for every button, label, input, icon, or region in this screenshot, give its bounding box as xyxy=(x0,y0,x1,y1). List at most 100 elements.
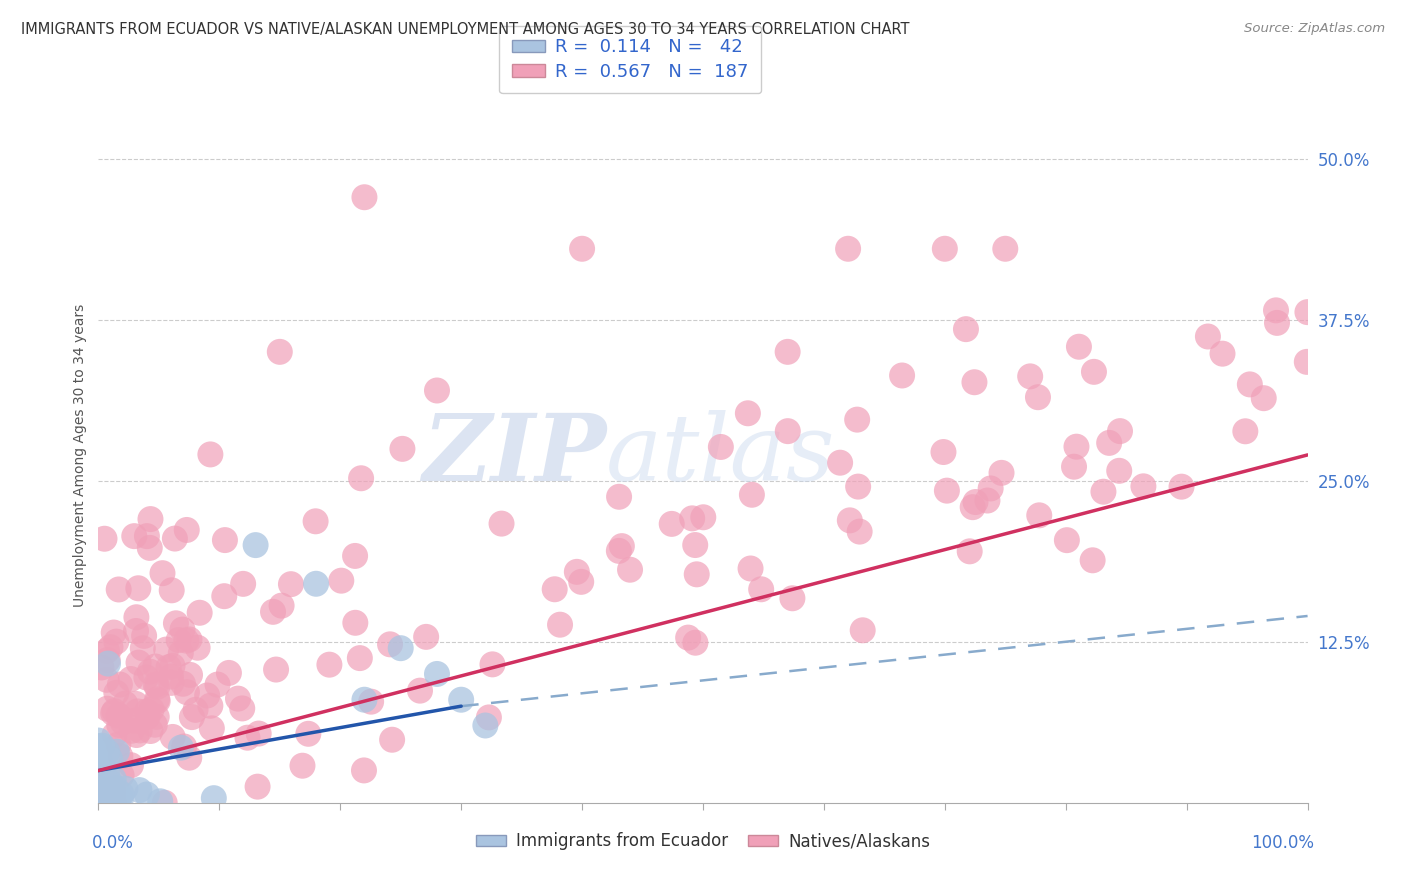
Point xyxy=(90,782,112,797)
Point xyxy=(200,447,222,461)
Point xyxy=(962,500,984,515)
Point xyxy=(350,471,373,485)
Point xyxy=(980,482,1002,496)
Point xyxy=(103,787,125,801)
Point xyxy=(491,516,513,531)
Point xyxy=(96,702,118,716)
Point xyxy=(1296,305,1319,319)
Point xyxy=(544,582,567,597)
Point xyxy=(409,683,432,698)
Point xyxy=(160,583,183,598)
Point xyxy=(610,539,633,553)
Point xyxy=(128,783,150,797)
Point xyxy=(132,629,155,643)
Point xyxy=(96,796,118,810)
Point xyxy=(107,582,129,597)
Point xyxy=(207,677,229,691)
Point xyxy=(236,731,259,745)
Point xyxy=(415,630,437,644)
Point xyxy=(681,511,703,525)
Point xyxy=(122,529,145,543)
Point xyxy=(226,691,249,706)
Point xyxy=(830,456,852,470)
Point xyxy=(214,589,236,603)
Point xyxy=(344,615,367,630)
Point xyxy=(90,786,112,800)
Point xyxy=(104,789,127,803)
Point xyxy=(318,657,340,672)
Point xyxy=(100,640,122,655)
Point xyxy=(103,625,125,640)
Point xyxy=(1239,377,1261,392)
Point xyxy=(353,190,375,204)
Point xyxy=(291,758,314,772)
Point xyxy=(132,641,155,656)
Point xyxy=(103,796,125,810)
Point xyxy=(125,728,148,742)
Point xyxy=(87,781,110,796)
Point xyxy=(1083,365,1105,379)
Point xyxy=(201,722,224,736)
Point xyxy=(297,727,319,741)
Point xyxy=(111,715,134,730)
Text: ZIP: ZIP xyxy=(422,410,606,500)
Point xyxy=(97,657,120,671)
Point xyxy=(176,523,198,537)
Point xyxy=(155,642,177,657)
Point xyxy=(569,574,592,589)
Text: Source: ZipAtlas.com: Source: ZipAtlas.com xyxy=(1244,22,1385,36)
Text: atlas: atlas xyxy=(606,410,835,500)
Point xyxy=(104,794,127,808)
Point xyxy=(1170,480,1192,494)
Point xyxy=(136,710,159,724)
Point xyxy=(200,698,222,713)
Point xyxy=(187,640,209,655)
Point xyxy=(426,384,449,398)
Point xyxy=(103,793,125,807)
Point xyxy=(139,512,162,526)
Point xyxy=(218,665,240,680)
Point xyxy=(127,705,149,719)
Point xyxy=(162,659,184,673)
Point xyxy=(139,665,162,679)
Point xyxy=(932,445,955,459)
Point xyxy=(170,740,193,755)
Point xyxy=(994,242,1017,256)
Point xyxy=(163,532,186,546)
Point xyxy=(959,544,981,558)
Point xyxy=(136,529,159,543)
Point xyxy=(110,749,132,764)
Point xyxy=(127,581,149,595)
Point xyxy=(391,442,413,456)
Point xyxy=(107,708,129,723)
Point xyxy=(110,792,132,806)
Point xyxy=(103,772,125,786)
Point xyxy=(110,768,132,782)
Text: IMMIGRANTS FROM ECUADOR VS NATIVE/ALASKAN UNEMPLOYMENT AMONG AGES 30 TO 34 YEARS: IMMIGRANTS FROM ECUADOR VS NATIVE/ALASKA… xyxy=(21,22,910,37)
Point xyxy=(152,566,174,581)
Point xyxy=(846,480,869,494)
Point xyxy=(749,582,772,597)
Point xyxy=(139,724,162,739)
Point xyxy=(87,733,110,747)
Point xyxy=(89,775,111,789)
Point xyxy=(128,723,150,738)
Point xyxy=(607,490,630,504)
Point xyxy=(98,775,121,789)
Point xyxy=(121,723,143,738)
Point xyxy=(89,754,111,768)
Point xyxy=(145,710,167,724)
Point xyxy=(1108,464,1130,478)
Point xyxy=(172,677,194,691)
Point xyxy=(305,576,328,591)
Point xyxy=(114,781,136,796)
Point xyxy=(96,673,118,687)
Point xyxy=(1253,391,1275,405)
Point xyxy=(107,796,129,810)
Point xyxy=(304,514,326,528)
Point xyxy=(478,710,501,724)
Point xyxy=(146,694,169,708)
Point xyxy=(683,538,706,552)
Point xyxy=(232,577,254,591)
Point xyxy=(179,632,201,647)
